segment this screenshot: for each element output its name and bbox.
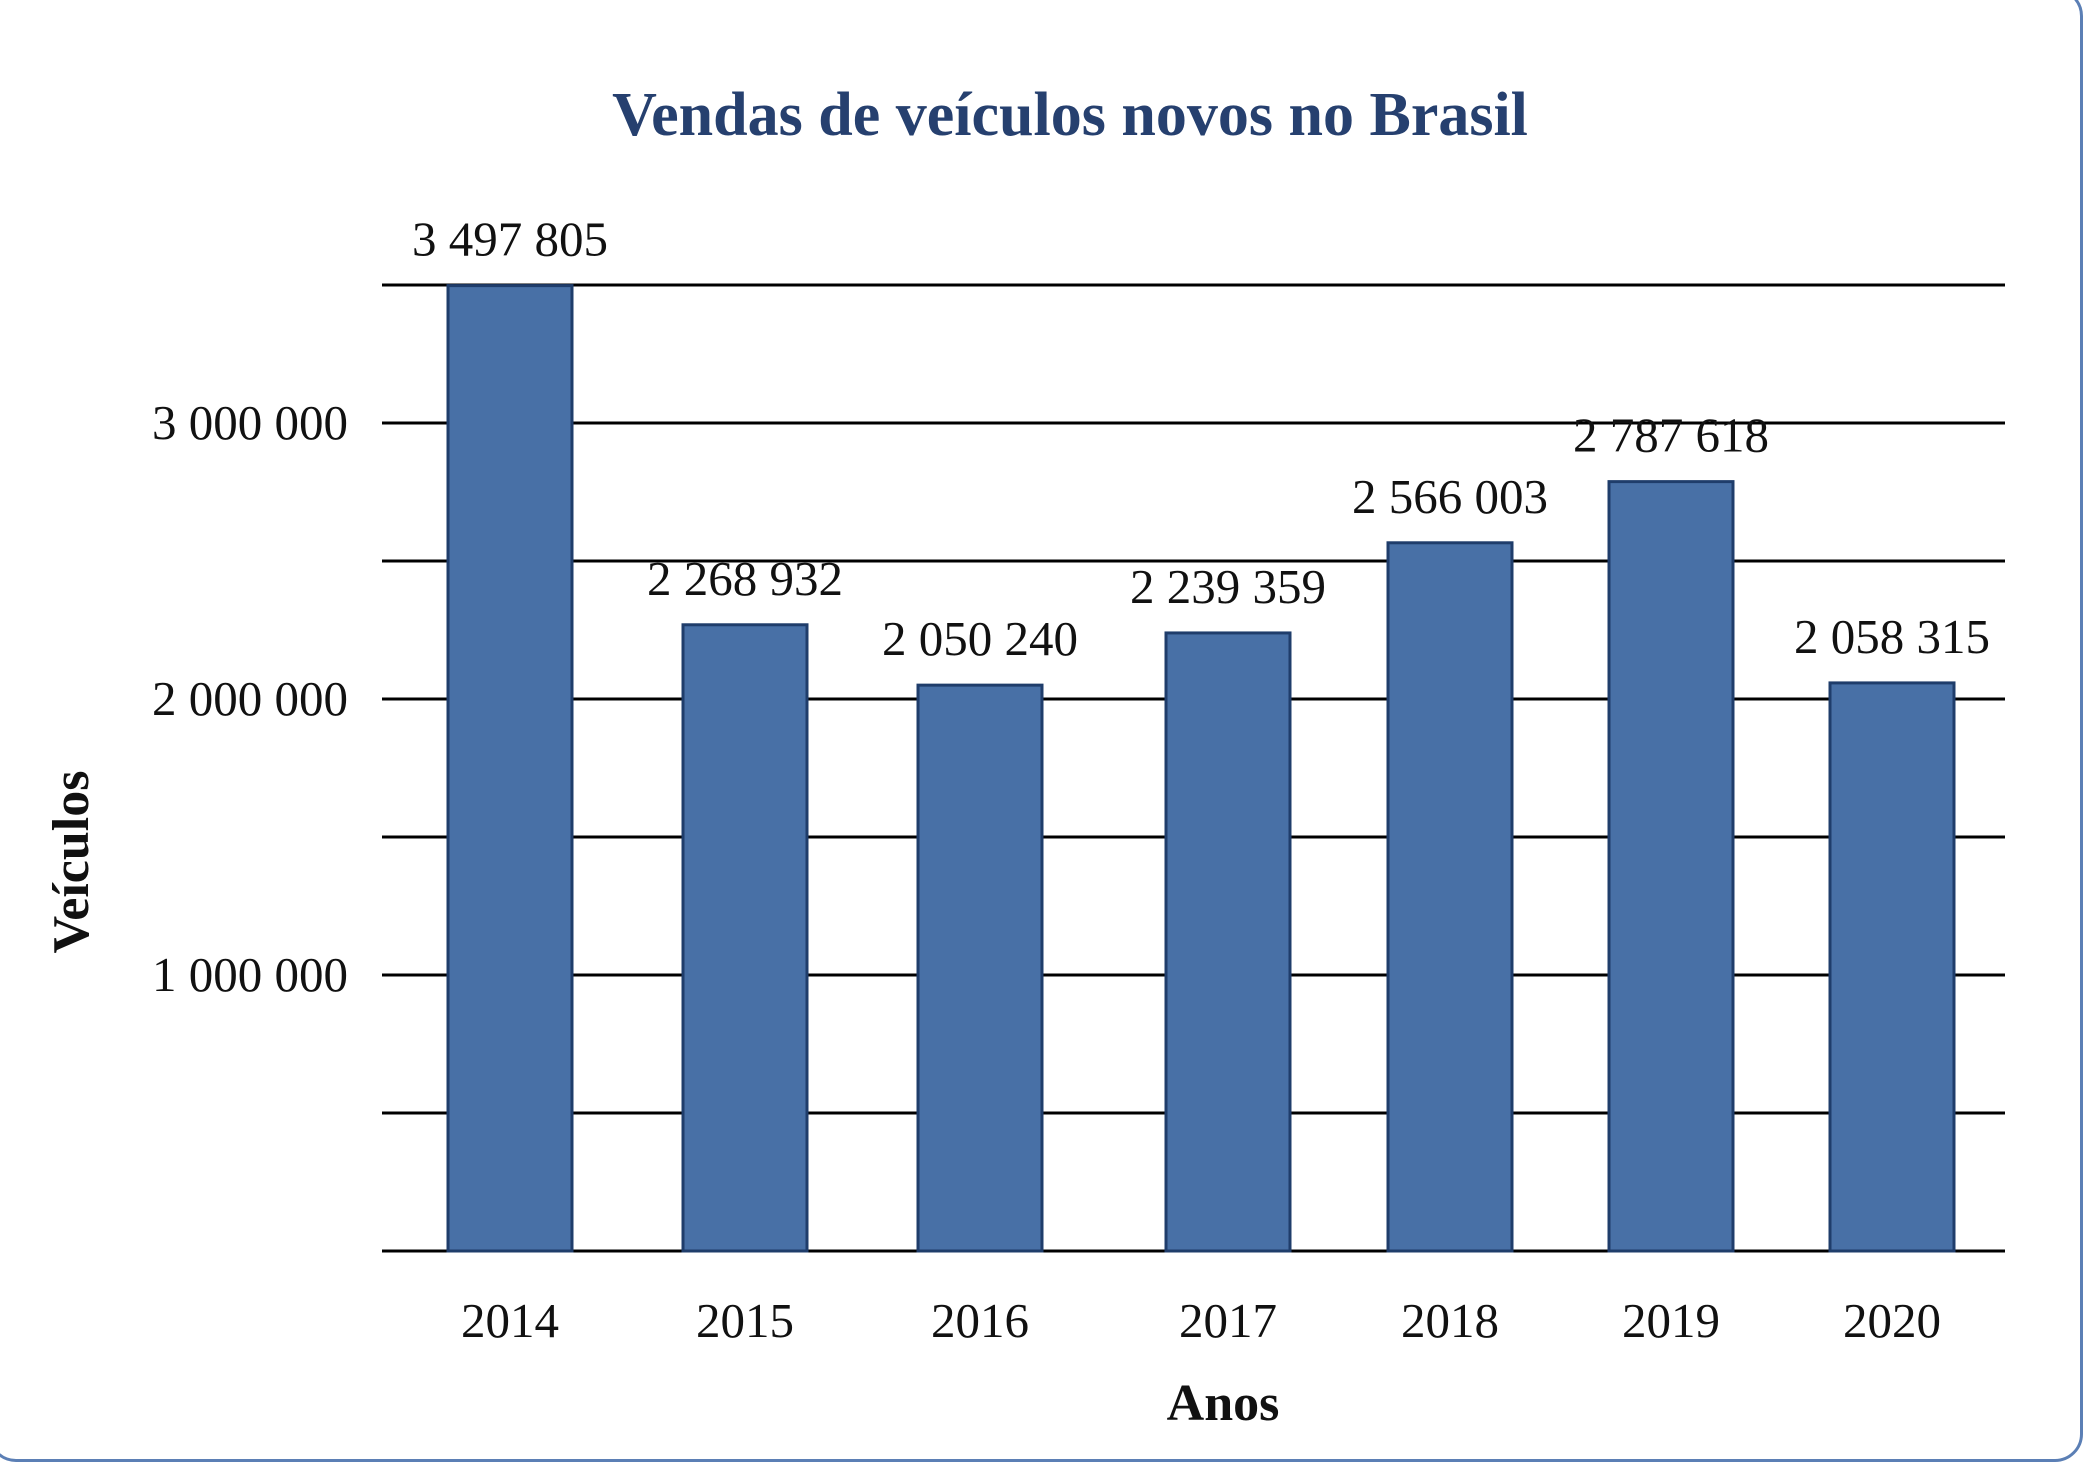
data-label-2019: 2 787 618 [1573, 408, 1769, 463]
x-tick-label: 2016 [931, 1293, 1029, 1348]
chart-title: Vendas de veículos novos no Brasil [612, 81, 1528, 149]
y-tick-label: 2 000 000 [152, 671, 348, 726]
data-label-2017: 2 239 359 [1130, 559, 1326, 614]
x-tick-label: 2015 [696, 1293, 794, 1348]
y-axis-title: Veículos [43, 771, 100, 954]
data-label-2020: 2 058 315 [1794, 609, 1990, 664]
bar-2020 [1828, 681, 1956, 1253]
bar-2018 [1386, 541, 1514, 1253]
x-tick-label: 2020 [1843, 1293, 1941, 1348]
x-tick-label: 2019 [1622, 1293, 1720, 1348]
bar-2019 [1607, 480, 1735, 1253]
bar-2014 [446, 284, 574, 1253]
bars [446, 284, 1956, 1253]
x-tick-labels: 2014 2015 2016 2017 2018 2019 2020 [461, 1293, 1941, 1348]
x-axis-title: Anos [1167, 1375, 1280, 1432]
x-tick-label: 2014 [461, 1293, 559, 1348]
x-tick-label: 2018 [1401, 1293, 1499, 1348]
data-label-2016: 2 050 240 [882, 611, 1078, 666]
y-tick-labels: 1 000 000 2 000 000 3 000 000 [152, 395, 348, 1002]
bar-2017 [1164, 631, 1292, 1253]
x-tick-label: 2017 [1179, 1293, 1277, 1348]
y-tick-label: 3 000 000 [152, 395, 348, 450]
bar-2016 [916, 683, 1044, 1253]
data-label-2015: 2 268 932 [647, 551, 843, 606]
data-label-2018: 2 566 003 [1352, 469, 1548, 524]
data-labels: 3 497 805 2 268 932 2 050 240 2 239 359 2 56… [412, 212, 1990, 667]
y-tick-label: 1 000 000 [152, 947, 348, 1002]
data-label-2014: 3 497 805 [412, 212, 608, 267]
bar-2015 [681, 623, 809, 1253]
